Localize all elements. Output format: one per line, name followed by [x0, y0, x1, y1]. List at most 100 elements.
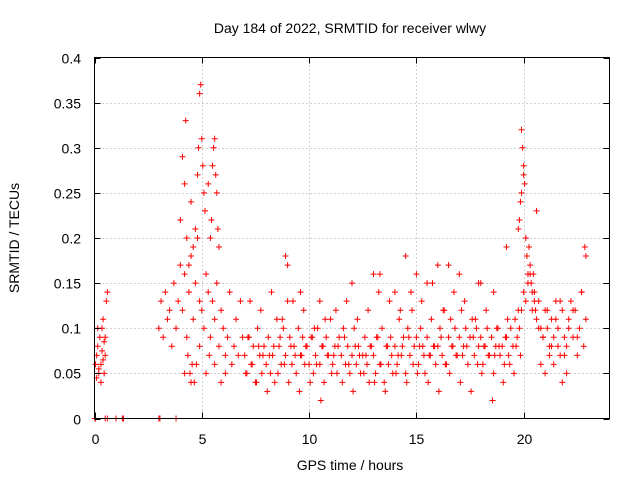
data-point [399, 343, 406, 350]
y-tick-label: 0.25 [54, 186, 81, 202]
data-point [177, 262, 184, 269]
data-point [420, 352, 427, 359]
ticks-layer [94, 57, 610, 420]
data-point [309, 334, 316, 341]
data-point [440, 307, 447, 314]
data-point [475, 343, 482, 350]
data-point [233, 316, 240, 323]
data-point [415, 361, 422, 368]
data-point [261, 343, 268, 350]
data-point [277, 334, 284, 341]
data-point [474, 361, 481, 368]
data-point [522, 235, 529, 241]
data-point [557, 298, 564, 305]
data-point [362, 352, 369, 359]
chart-title: Day 184 of 2022, SRMTID for receiver wlw… [214, 20, 486, 36]
data-point [387, 334, 394, 341]
data-point [371, 379, 378, 386]
data-point [504, 316, 511, 323]
data-point [267, 370, 274, 377]
data-point [211, 361, 218, 368]
data-point [349, 280, 355, 287]
data-point [532, 307, 539, 314]
data-point [514, 334, 521, 341]
data-point [281, 361, 288, 368]
data-point [559, 307, 566, 314]
data-point [450, 289, 457, 296]
data-point [173, 325, 180, 332]
data-point [520, 162, 527, 169]
data-point [224, 334, 231, 341]
data-point [184, 352, 191, 359]
data-point [211, 135, 218, 142]
data-point [528, 280, 535, 287]
data-point [373, 334, 380, 341]
data-point [190, 244, 197, 251]
data-point [253, 379, 260, 386]
data-point [535, 325, 542, 332]
data-point [193, 361, 200, 368]
data-point [335, 343, 342, 350]
data-point [179, 307, 186, 314]
data-point [263, 361, 270, 368]
data-point [517, 198, 524, 205]
data-point [447, 316, 454, 323]
data-point [501, 361, 508, 368]
data-point [489, 397, 496, 404]
data-point [438, 334, 445, 341]
data-point [306, 361, 313, 368]
data-point [367, 343, 374, 350]
data-point [296, 388, 303, 395]
data-point [198, 307, 205, 314]
data-point [185, 262, 192, 269]
data-point [183, 334, 190, 341]
data-point [213, 189, 220, 196]
data-point [316, 298, 323, 305]
data-point [507, 325, 514, 332]
data-point [582, 316, 589, 323]
data-point [284, 262, 291, 269]
data-point [284, 298, 291, 305]
data-point [282, 352, 289, 359]
data-point [312, 352, 319, 359]
y-tick-label: 0.3 [62, 141, 82, 157]
data-point [307, 379, 314, 386]
data-point [392, 370, 399, 377]
data-point [456, 334, 463, 341]
data-point [170, 280, 177, 287]
data-point [320, 343, 327, 350]
data-point [215, 244, 222, 251]
data-point [239, 334, 246, 341]
data-point [414, 370, 421, 377]
data-point [190, 316, 197, 323]
data-point [276, 343, 283, 350]
data-point [254, 325, 261, 332]
data-point [491, 352, 498, 359]
data-point [280, 325, 287, 332]
data-point [397, 307, 404, 314]
plot-frame [94, 57, 610, 419]
data-point [327, 316, 334, 323]
data-point [302, 343, 309, 350]
data-point [506, 361, 513, 368]
data-point [490, 289, 497, 296]
data-point [395, 352, 402, 359]
data-point [270, 343, 277, 350]
data-point [517, 352, 524, 359]
data-point [324, 352, 331, 359]
data-point [574, 352, 581, 359]
data-point [434, 262, 441, 269]
data-point [386, 298, 393, 305]
data-point [473, 325, 480, 332]
data-point [356, 352, 363, 359]
data-point [333, 370, 340, 377]
data-point [384, 343, 391, 350]
data-point [196, 90, 203, 97]
data-point [410, 361, 417, 368]
x-tick-label: 10 [302, 431, 318, 447]
data-point [288, 361, 295, 368]
data-point [264, 388, 271, 395]
data-point [544, 325, 551, 332]
data-point [559, 379, 566, 386]
